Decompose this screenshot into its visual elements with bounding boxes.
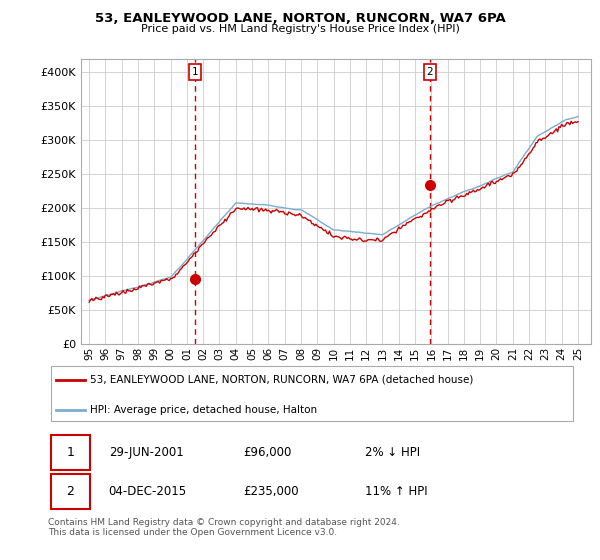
Text: 29-JUN-2001: 29-JUN-2001 [109, 446, 184, 459]
Text: 53, EANLEYWOOD LANE, NORTON, RUNCORN, WA7 6PA: 53, EANLEYWOOD LANE, NORTON, RUNCORN, WA… [95, 12, 505, 25]
Text: £235,000: £235,000 [244, 485, 299, 498]
Text: 2: 2 [66, 485, 74, 498]
Text: 1: 1 [192, 67, 199, 77]
Text: 1: 1 [66, 446, 74, 459]
Text: 11% ↑ HPI: 11% ↑ HPI [365, 485, 427, 498]
Text: £96,000: £96,000 [244, 446, 292, 459]
FancyBboxPatch shape [50, 474, 90, 509]
Text: Price paid vs. HM Land Registry's House Price Index (HPI): Price paid vs. HM Land Registry's House … [140, 24, 460, 34]
FancyBboxPatch shape [50, 435, 90, 470]
Text: 2: 2 [427, 67, 433, 77]
Text: 53, EANLEYWOOD LANE, NORTON, RUNCORN, WA7 6PA (detached house): 53, EANLEYWOOD LANE, NORTON, RUNCORN, WA… [90, 375, 473, 385]
FancyBboxPatch shape [50, 366, 574, 421]
Text: 2% ↓ HPI: 2% ↓ HPI [365, 446, 420, 459]
Text: Contains HM Land Registry data © Crown copyright and database right 2024.
This d: Contains HM Land Registry data © Crown c… [48, 518, 400, 538]
Text: 04-DEC-2015: 04-DEC-2015 [109, 485, 187, 498]
Text: HPI: Average price, detached house, Halton: HPI: Average price, detached house, Halt… [90, 405, 317, 415]
